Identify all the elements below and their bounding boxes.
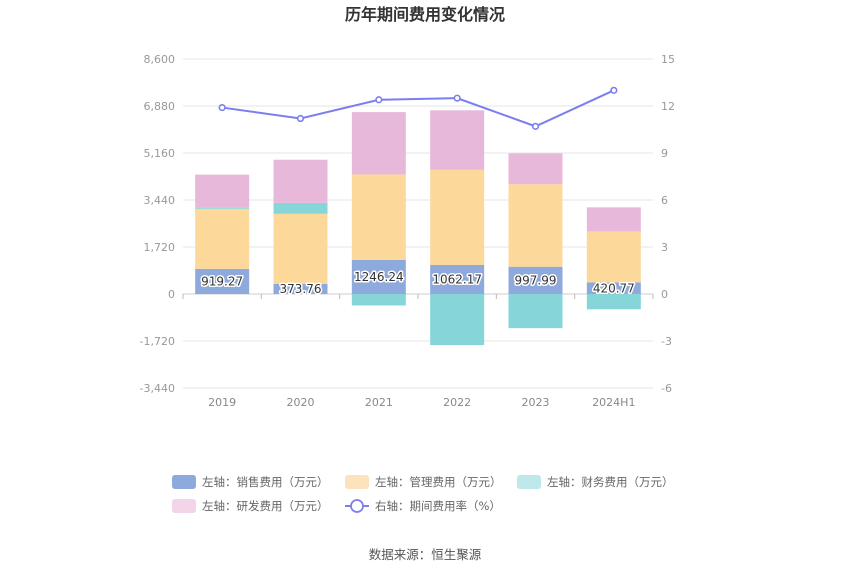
bar-segment	[430, 264, 485, 294]
legend-label: 左轴：财务费用（万元）	[547, 475, 674, 489]
legend-swatch	[517, 475, 541, 489]
bar-segment	[586, 231, 641, 283]
rate-line	[218, 86, 618, 130]
x-tick-label: 2022	[443, 396, 471, 409]
left-tick-label: 6,880	[144, 100, 176, 113]
right-tick-label: -3	[661, 335, 672, 348]
bar-data-label: 1062.17	[432, 272, 482, 286]
legend[interactable]: 左轴：销售费用（万元） 左轴：管理费用（万元） 左轴：财务费用（万元） 左轴：研发费用…	[172, 475, 674, 513]
right-tick-label: 15	[661, 53, 675, 66]
bar-segment	[351, 174, 406, 260]
x-tick-label: 2024H1	[592, 396, 635, 409]
bar-segment	[508, 153, 563, 185]
bar-segment	[273, 283, 328, 294]
x-tick-label: 2023	[522, 396, 550, 409]
bar-segment	[586, 294, 641, 310]
bar-segment	[195, 207, 250, 209]
legend-marker	[350, 499, 364, 513]
rate-point	[610, 86, 618, 94]
x-axis: 2019 2020 2021 2022 2023 2024H1	[182, 294, 654, 409]
bar-data-label: 373.76	[280, 282, 322, 296]
bar-data-label: 1246.24	[354, 270, 404, 284]
bar-segment	[430, 169, 485, 265]
bar-segment	[351, 259, 406, 294]
legend-swatch	[345, 475, 369, 489]
right-tick-label: 6	[661, 194, 668, 207]
rate-point	[453, 94, 461, 102]
right-tick-label: 0	[661, 288, 668, 301]
bar-segment	[351, 294, 406, 306]
left-tick-label: 3,440	[144, 194, 176, 207]
bar-segment	[195, 174, 250, 208]
bar-segment	[273, 213, 328, 284]
bar-segment	[195, 208, 250, 269]
rate-point	[218, 103, 226, 112]
right-tick-label: 9	[661, 147, 668, 160]
left-tick-label: -3,440	[140, 382, 175, 395]
left-axis-ticks: 8,600 6,880 5,160 3,440 1,720 0 -1,720 -3,440	[140, 53, 175, 395]
bar-segment	[351, 112, 406, 175]
left-tick-label: 1,720	[144, 241, 176, 254]
bars	[195, 110, 641, 346]
bar-segment	[273, 159, 328, 203]
x-tick-label: 2021	[365, 396, 393, 409]
right-axis-ticks: 15 12 9 6 3 0 -3 -6	[661, 53, 675, 395]
rate-point	[296, 114, 305, 123]
bar-segment	[430, 294, 485, 346]
bar-segment	[586, 282, 641, 294]
grid-lines	[183, 58, 653, 389]
x-tick-label: 2019	[208, 396, 236, 409]
bar-segment	[430, 110, 485, 170]
data-labels: 919.27 373.76 1246.24 1062.17 997.99 420.77	[200, 268, 637, 297]
left-tick-label: 8,600	[144, 53, 176, 66]
bar-segment	[508, 184, 563, 267]
rate-polyline	[222, 89, 615, 128]
bar-data-label: 919.27	[201, 274, 243, 288]
right-tick-label: 12	[661, 100, 675, 113]
legend-swatch	[172, 499, 196, 513]
bar-data-label: 997.99	[515, 273, 557, 287]
left-tick-label: 5,160	[144, 147, 176, 160]
source-note: 数据来源：恒生聚源	[369, 547, 482, 562]
legend-label: 右轴：期间费用率（%）	[375, 499, 501, 513]
x-tick-label: 2020	[287, 396, 315, 409]
rate-point	[375, 96, 383, 104]
legend-label: 左轴：研发费用（万元）	[202, 499, 329, 513]
legend-swatch	[172, 475, 196, 489]
bar-segment	[586, 207, 641, 232]
legend-label: 左轴：管理费用（万元）	[375, 475, 502, 489]
bar-segment	[508, 294, 563, 329]
bar-segment	[195, 268, 250, 294]
bar-data-label: 420.77	[593, 281, 635, 295]
left-tick-label: -1,720	[140, 335, 175, 348]
left-tick-label: 0	[168, 288, 175, 301]
right-tick-label: 3	[661, 241, 668, 254]
right-tick-label: -6	[661, 382, 672, 395]
bar-segment	[273, 202, 328, 214]
rate-point	[531, 122, 540, 130]
legend-label: 左轴：销售费用（万元）	[202, 475, 329, 489]
chart-title: 历年期间费用变化情况	[345, 5, 505, 24]
bar-segment	[508, 266, 563, 294]
